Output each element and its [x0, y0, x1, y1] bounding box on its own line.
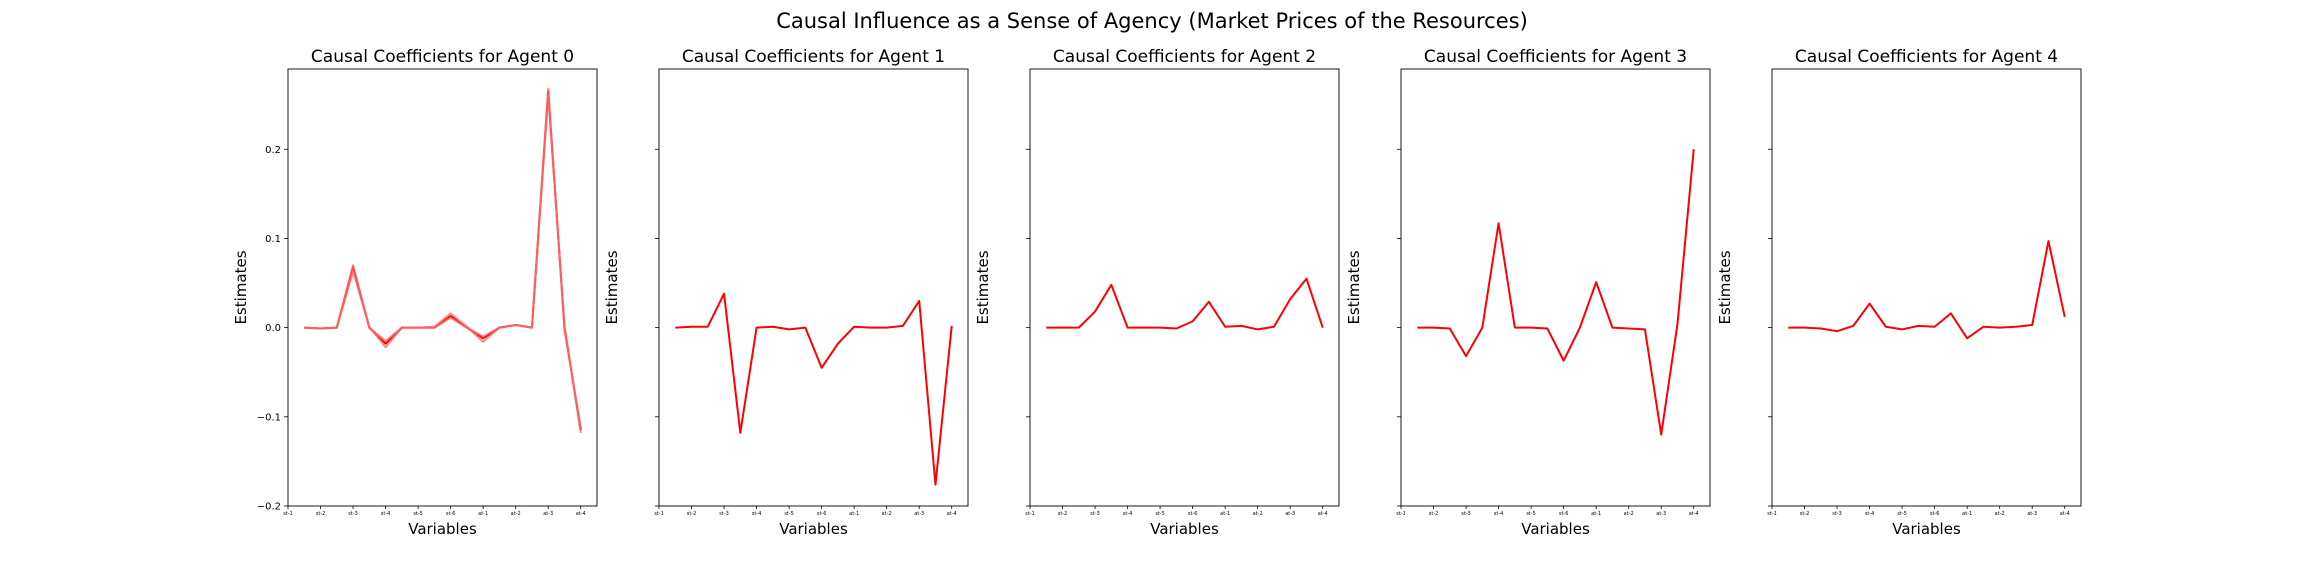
subplot-agent-3: Causal Coefficients for Agent 3 Variables… [1345, 47, 1711, 538]
x-tick-label: at-2 [1995, 511, 2005, 517]
x-tick-label: st-4 [1123, 511, 1133, 517]
series-line-run-1 [1046, 277, 1324, 331]
subplot-title: Causal Coefficients for Agent 0 [311, 47, 574, 67]
axes-frame [1771, 68, 2082, 507]
series-line-run-2 [304, 94, 582, 434]
x-tick-label: at-2 [511, 511, 521, 517]
x-tick-label: at-4 [1689, 511, 1699, 517]
y-tick-label: 0.0 [265, 323, 281, 334]
subplot-title: Causal Coefficients for Agent 3 [1424, 47, 1687, 67]
x-tick-label: at-2 [882, 511, 892, 517]
x-tick-label: st-5 [1155, 511, 1165, 517]
x-tick-label: at-1 [1591, 511, 1601, 517]
subplot-title: Causal Coefficients for Agent 2 [1053, 47, 1316, 67]
x-axis-label: Variables [1892, 520, 1961, 538]
x-tick-label: st-6 [1188, 511, 1198, 517]
subplot-agent-2: Causal Coefficients for Agent 2 Variables… [974, 47, 1340, 538]
x-axis-label: Variables [1150, 520, 1219, 538]
x-tick-label: at-1 [478, 511, 488, 517]
x-tick-label: at-3 [1656, 511, 1666, 517]
subplot-agent-4: Causal Coefficients for Agent 4 Variables… [1716, 47, 2082, 538]
y-axis-label: Estimates [1716, 250, 1734, 324]
x-tick-label: st-5 [413, 511, 423, 517]
y-tick-label: −0.1 [257, 412, 281, 423]
x-tick-label: at-4 [947, 511, 957, 517]
y-tick-label: 0.2 [265, 145, 281, 156]
series-line-run-1 [304, 90, 582, 431]
x-tick-label: st-1 [654, 511, 664, 517]
x-tick-label: st-4 [1494, 511, 1504, 517]
y-axis-label: Estimates [1345, 250, 1363, 324]
x-tick-label: st-5 [1526, 511, 1536, 517]
axes-frame [287, 68, 598, 507]
x-tick-label: at-4 [2060, 511, 2070, 517]
y-axis-label: Estimates [232, 250, 250, 324]
x-tick-label: at-4 [576, 511, 586, 517]
x-axis-label: Variables [779, 520, 848, 538]
x-tick-label: st-3 [1461, 511, 1471, 517]
x-axis-label: Variables [1521, 520, 1590, 538]
subplot-agent-0: Causal Coefficients for Agent 0 Variables… [232, 47, 598, 538]
x-tick-label: at-3 [1285, 511, 1295, 517]
figure-suptitle: Causal Influence as a Sense of Agency (M… [776, 9, 1528, 33]
x-tick-label: st-2 [1800, 511, 1810, 517]
x-tick-label: st-1 [283, 511, 293, 517]
subplot-agent-1: Causal Coefficients for Agent 1 Variables… [603, 47, 969, 538]
subplot-title: Causal Coefficients for Agent 1 [682, 47, 945, 67]
y-axis-label: Estimates [974, 250, 992, 324]
series-line-run-1 [675, 292, 953, 486]
x-tick-label: st-6 [817, 511, 827, 517]
x-tick-label: st-6 [1930, 511, 1940, 517]
y-axis-label: Estimates [603, 250, 621, 324]
x-tick-label: st-6 [1559, 511, 1569, 517]
axes-frame [658, 68, 969, 507]
x-tick-label: st-2 [687, 511, 697, 517]
subplot-grid: Causal Coefficients for Agent 0 Variables… [232, 47, 2082, 538]
x-tick-label: st-2 [1058, 511, 1068, 517]
x-tick-label: st-6 [446, 511, 456, 517]
x-tick-label: st-1 [1767, 511, 1777, 517]
x-tick-label: st-4 [381, 511, 391, 517]
x-tick-label: st-3 [348, 511, 358, 517]
x-tick-label: st-3 [719, 511, 729, 517]
x-tick-label: st-4 [752, 511, 762, 517]
x-tick-label: at-3 [2027, 511, 2037, 517]
y-tick-label: −0.2 [257, 502, 281, 513]
x-tick-label: st-1 [1025, 511, 1035, 517]
x-tick-label: st-2 [1429, 511, 1439, 517]
x-tick-label: st-4 [1865, 511, 1875, 517]
y-tick-label: 0.1 [265, 234, 281, 245]
series-line-run-1 [1788, 240, 2066, 340]
x-tick-label: at-2 [1253, 511, 1263, 517]
x-tick-label: st-2 [316, 511, 326, 517]
x-tick-label: at-1 [849, 511, 859, 517]
x-tick-label: st-1 [1396, 511, 1406, 517]
x-tick-label: at-4 [1318, 511, 1328, 517]
x-tick-label: st-3 [1832, 511, 1842, 517]
x-axis-label: Variables [408, 520, 477, 538]
axes-frame [1029, 68, 1340, 507]
x-tick-label: st-5 [1897, 511, 1907, 517]
axes-frame [1400, 68, 1711, 507]
x-tick-label: st-3 [1090, 511, 1100, 517]
x-tick-label: at-1 [1962, 511, 1972, 517]
x-tick-label: st-5 [784, 511, 794, 517]
series-line-run-1 [1417, 149, 1695, 436]
x-tick-label: at-3 [914, 511, 924, 517]
x-tick-label: at-3 [543, 511, 553, 517]
series-line-run-3 [304, 87, 582, 428]
x-tick-label: at-1 [1220, 511, 1230, 517]
subplot-title: Causal Coefficients for Agent 4 [1795, 47, 2058, 67]
x-tick-label: at-2 [1624, 511, 1634, 517]
